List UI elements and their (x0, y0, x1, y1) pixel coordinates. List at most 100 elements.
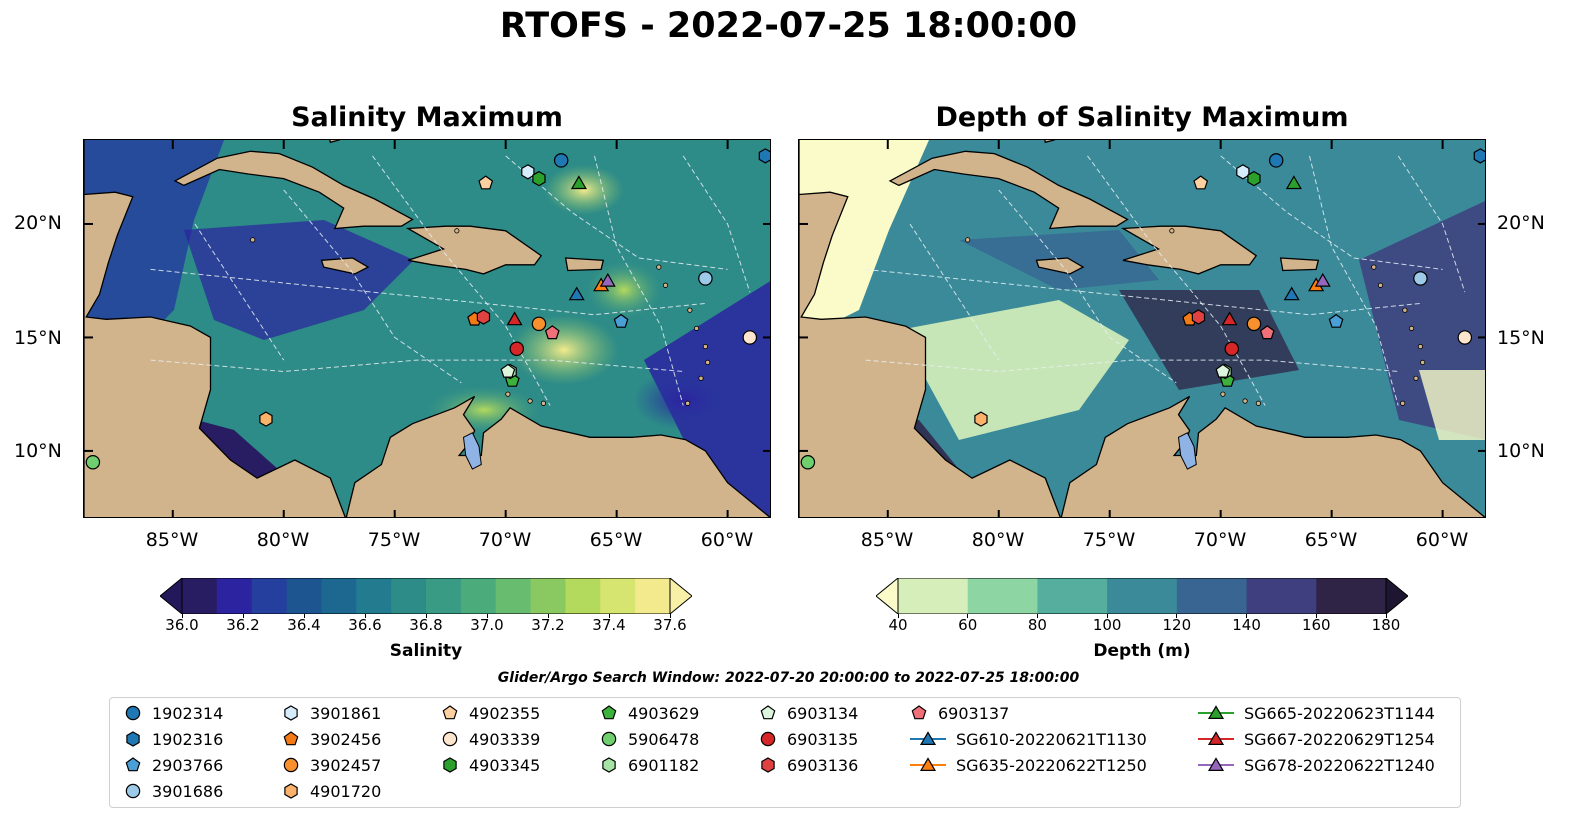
legend-item-SG610-20220621T1130: SG610-20220621T1130 (910, 727, 1147, 751)
salinity-colorbar-tick-mark (608, 614, 610, 618)
south-america-land (1060, 395, 1485, 517)
andros-bahamas-land (329, 140, 341, 144)
legend-marker (919, 757, 937, 771)
small-island (250, 237, 256, 243)
small-island (698, 375, 704, 381)
lon-label-60w-right: 60°W (1415, 529, 1469, 551)
salinity-colorbar-tick-label: 36.4 (287, 616, 321, 634)
salinity-colorbar-over-extend (669, 578, 692, 614)
legend-label: 4903339 (469, 729, 541, 749)
eez-boundary-line (194, 223, 285, 361)
salinity-colorbar-segment (182, 578, 218, 614)
legend-item-6903135: 6903135 (759, 727, 858, 751)
legend-item-4903629: 4903629 (600, 701, 699, 725)
legend-label: 5906478 (628, 729, 700, 749)
low-salinity-eddy (634, 370, 734, 430)
circle-marker-icon (283, 757, 299, 773)
salinity-colorbar-segment (600, 578, 636, 614)
depth-colorbar-tick-label: 80 (1027, 616, 1047, 634)
obs-6903137 (544, 325, 560, 340)
depth-colorbar-tick-mark (1106, 614, 1108, 618)
lon-label-75w-right: 75°W (1082, 529, 1136, 551)
eez-boundary-line (150, 268, 706, 316)
salinity-colorbar-label: Salinity (389, 641, 463, 661)
obs-1902314 (553, 153, 569, 168)
hispaniola-land (405, 225, 543, 275)
legend-marker (126, 731, 140, 747)
left-panel-title: Salinity Maximum (291, 102, 563, 133)
puerto-rico-land (564, 257, 605, 272)
lon-label-65w: 65°W (589, 529, 643, 551)
small-island (705, 359, 711, 366)
figure-title: RTOFS - 2022-07-25 18:00:00 (499, 6, 1078, 46)
legend-label: 2903766 (152, 755, 224, 775)
obs-3901861 (521, 164, 535, 180)
salinity-max-map[interactable] (83, 139, 771, 518)
legend-label: 4902355 (469, 703, 541, 723)
depth-colorbar (876, 578, 1408, 614)
circle-marker-icon (125, 705, 141, 721)
obs-4903345 (532, 170, 546, 187)
legend-item-1902316: 1902316 (124, 727, 223, 751)
shallow-east-shelf (1419, 370, 1485, 440)
lon-label-80w-right: 80°W (971, 529, 1025, 551)
pentagon-marker-icon (760, 705, 776, 720)
small-island (687, 307, 693, 313)
legend-label: 6903136 (787, 755, 859, 775)
lon-label-75w: 75°W (367, 529, 421, 551)
depth-colorbar-segment (1176, 578, 1248, 614)
obs-6903134 (1215, 363, 1231, 378)
small-island (656, 264, 662, 270)
pentagon-marker-icon (125, 757, 141, 772)
salinity-colorbar-segment (216, 578, 253, 614)
legend-label: 3901861 (310, 703, 382, 723)
hexagon-marker-icon (284, 705, 298, 721)
small-island (1413, 375, 1419, 381)
depth-colorbar-tick-label: 120 (1162, 616, 1192, 634)
legend-marker (1207, 705, 1225, 719)
lon-label-70w-right: 70°W (1193, 529, 1247, 551)
small-island (454, 228, 460, 234)
lat-label-left-20n: 20°N (14, 212, 62, 234)
lat-label-right-10n: 10°N (1497, 440, 1545, 462)
salinity-colorbar-segment (530, 578, 567, 614)
depth-salinity-max-map[interactable] (798, 139, 1486, 518)
obs-3901686 (698, 271, 713, 286)
eez-boundary-line (150, 359, 684, 373)
triangle-marker-icon (910, 731, 946, 745)
salinity-colorbar-tick-mark (547, 614, 549, 618)
depth-colorbar-segment (898, 578, 969, 614)
obs-SG678-20220622T1240 (599, 272, 616, 287)
salinity-colorbar-segment (391, 578, 427, 614)
obs-6903135 (509, 341, 525, 357)
depth-colorbar-tick-mark (1176, 614, 1178, 618)
high-salinity-center (509, 315, 619, 385)
legend-marker (125, 757, 141, 772)
legend-marker (125, 783, 141, 799)
small-island (1169, 228, 1175, 234)
obs-4903339 (742, 330, 758, 345)
depth-colorbar-tick-mark (897, 614, 899, 618)
small-island (1255, 400, 1262, 406)
salinity-colorbar-segment (356, 578, 392, 614)
salinity-colorbar-tick-mark (242, 614, 244, 618)
depth-colorbar-tick-label: 60 (958, 616, 978, 634)
lat-label-left-10n: 10°N (14, 440, 62, 462)
salinity-colorbar-under-extend (160, 578, 183, 614)
depth-colorbar-tick-mark (1036, 614, 1038, 618)
hexagon-marker-icon (126, 731, 140, 747)
obs-2903766 (1328, 313, 1344, 328)
legend-label: 3902457 (310, 755, 382, 775)
salinity-colorbar-segment (426, 578, 462, 614)
depth-map-canvas (799, 140, 1485, 517)
salinity-colorbar-segment (460, 578, 497, 614)
legend-item-6901182: 6901182 (600, 753, 699, 777)
obs-SG610-20220621T1130 (568, 286, 585, 301)
legend-label: 1902316 (152, 729, 224, 749)
right-panel-title: Depth of Salinity Maximum (935, 102, 1349, 133)
obs-3902457 (531, 316, 547, 332)
salinity-colorbar-segment (251, 578, 288, 614)
legend-item-3902457: 3902457 (282, 753, 381, 777)
salinity-colorbar-tick-mark (486, 614, 488, 618)
obs-2903766 (613, 313, 629, 328)
